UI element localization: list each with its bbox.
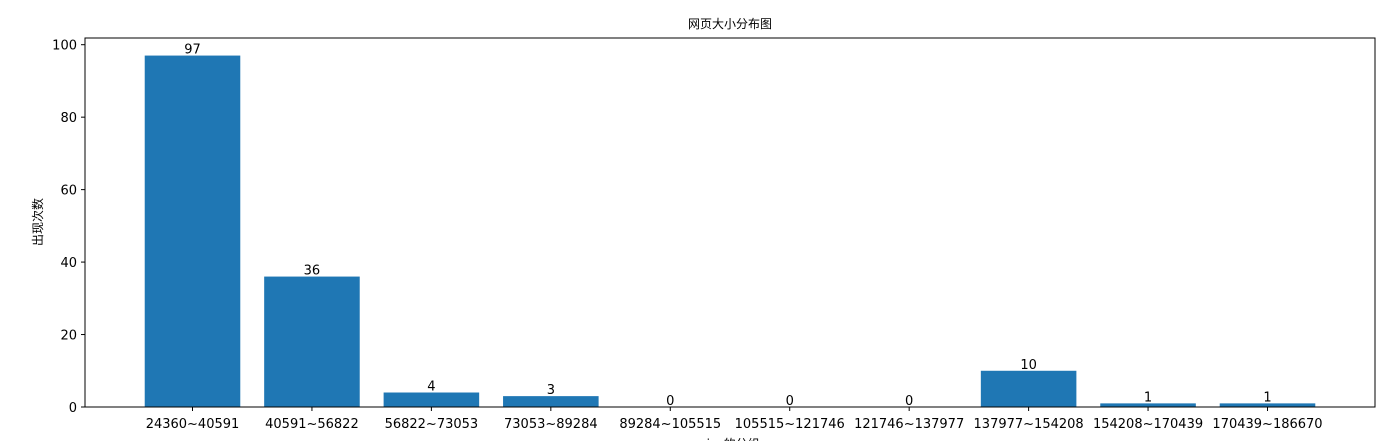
chart-title: 网页大小分布图	[688, 17, 772, 31]
x-tick-label: 73053~89284	[504, 417, 598, 432]
value-label: 97	[184, 43, 201, 58]
x-tick-label: 40591~56822	[265, 417, 359, 432]
value-label: 0	[786, 394, 794, 409]
plot-frame	[84, 37, 1376, 408]
y-tick-label: 100	[52, 39, 77, 54]
x-tick-label: 154208~170439	[1093, 417, 1203, 432]
bar	[503, 396, 599, 407]
x-tick-label: 137977~154208	[974, 417, 1084, 432]
value-label: 0	[905, 394, 913, 409]
x-tick-label: 56822~73053	[385, 417, 479, 432]
value-label: 4	[427, 380, 435, 395]
x-tick-label: 170439~186670	[1212, 417, 1322, 432]
value-label: 10	[1020, 358, 1037, 373]
x-tick-label: 89284~105515	[619, 417, 721, 432]
value-label: 0	[666, 394, 674, 409]
y-tick-label: 80	[60, 111, 77, 126]
y-axis-label: 出现次数	[30, 198, 45, 246]
bar	[1100, 403, 1196, 407]
y-tick-label: 0	[69, 401, 77, 416]
bar	[383, 392, 480, 407]
bar	[264, 276, 360, 407]
x-tick-label: 24360~40591	[146, 417, 240, 432]
bar	[980, 370, 1077, 407]
bar	[1219, 403, 1316, 407]
y-tick-label: 60	[60, 184, 77, 199]
value-label: 1	[1263, 390, 1271, 405]
value-label: 1	[1144, 390, 1152, 405]
value-label: 3	[547, 383, 555, 398]
x-tick-label: 105515~121746	[735, 417, 845, 432]
value-label: 36	[304, 264, 321, 279]
y-tick-label: 40	[60, 256, 77, 271]
bar	[144, 55, 241, 407]
y-tick-label: 20	[60, 329, 77, 344]
x-tick-label: 121746~137977	[854, 417, 964, 432]
x-axis-label: size的分组	[700, 436, 759, 441]
